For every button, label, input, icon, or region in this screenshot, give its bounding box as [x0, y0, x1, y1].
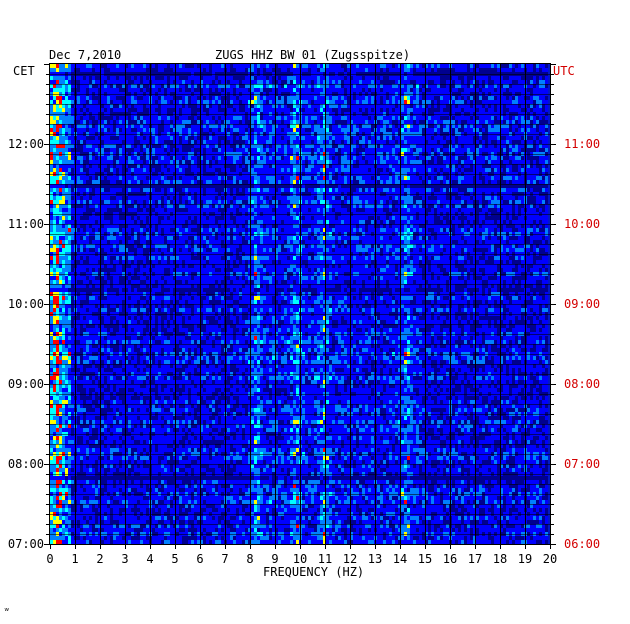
y-tick-label-utc: 06:00 — [564, 537, 600, 551]
x-tick-label: 15 — [418, 552, 432, 566]
y-tick-label-utc: 08:00 — [564, 377, 600, 391]
y-tick-label-utc: 11:00 — [564, 137, 600, 151]
x-tick-label: 5 — [171, 552, 178, 566]
y-tick-label-utc: 07:00 — [564, 457, 600, 471]
x-tick-label: 9 — [271, 552, 278, 566]
y-tick-label-cet: 12:00 — [8, 137, 44, 151]
x-tick-label: 6 — [196, 552, 203, 566]
x-tick-label: 11 — [318, 552, 332, 566]
x-tick-label: 8 — [246, 552, 253, 566]
x-tick-label: 1 — [71, 552, 78, 566]
y-tick-label-cet: 10:00 — [8, 297, 44, 311]
x-axis-label: FREQUENCY (HZ) — [263, 566, 364, 578]
y-tick-label-utc: 10:00 — [564, 217, 600, 231]
x-tick-label: 7 — [221, 552, 228, 566]
footer-mark: ʷ — [4, 606, 9, 618]
y-tick-label-utc: 09:00 — [564, 297, 600, 311]
x-tick-label: 2 — [96, 552, 103, 566]
grid-lines — [50, 64, 550, 544]
x-tick-label: 19 — [518, 552, 532, 566]
x-tick-label: 4 — [146, 552, 153, 566]
y-tick-label-cet: 11:00 — [8, 217, 44, 231]
x-tick-label: 17 — [468, 552, 482, 566]
y-tick-label-cet: 08:00 — [8, 457, 44, 471]
x-tick-label: 18 — [493, 552, 507, 566]
y-tick-label-cet: 09:00 — [8, 377, 44, 391]
x-tick-label: 14 — [393, 552, 407, 566]
x-tick-label: 20 — [543, 552, 557, 566]
x-tick-label: 12 — [343, 552, 357, 566]
x-tick-label: 13 — [368, 552, 382, 566]
x-tick-label: 3 — [121, 552, 128, 566]
x-tick-label: 16 — [443, 552, 457, 566]
y-tick-label-cet: 07:00 — [8, 537, 44, 551]
x-tick-label: 10 — [293, 552, 307, 566]
x-tick-label: 0 — [46, 552, 53, 566]
